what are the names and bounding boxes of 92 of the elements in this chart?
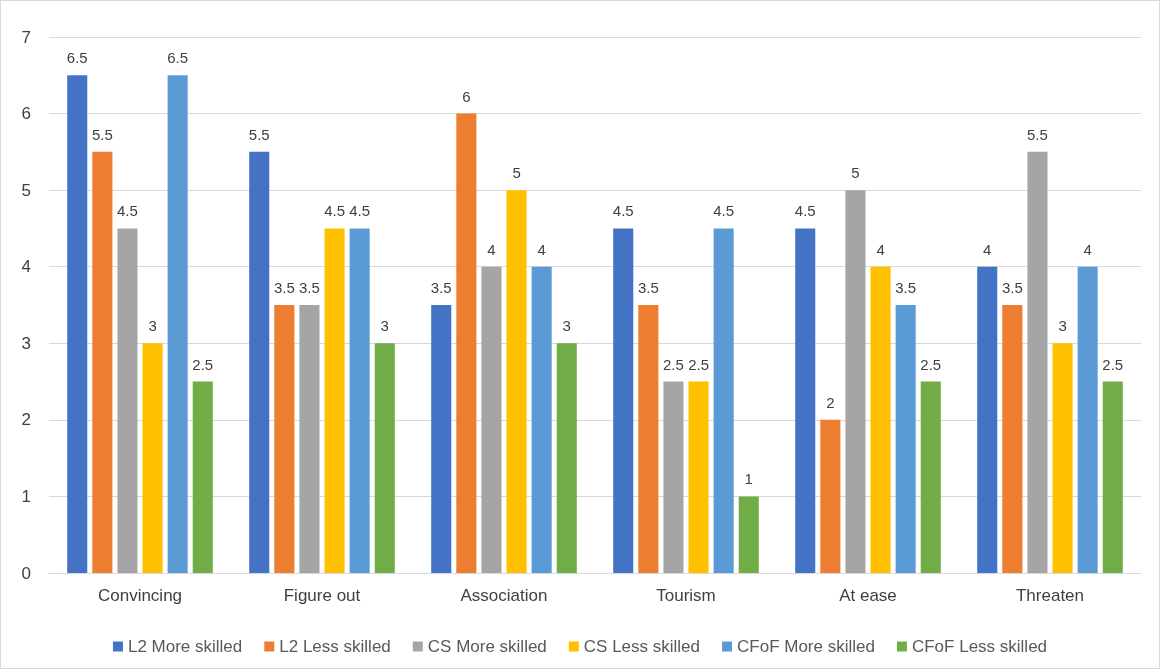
data-label: 2.5 xyxy=(920,355,942,373)
bar xyxy=(688,381,709,573)
bar xyxy=(92,151,113,573)
bar xyxy=(1102,381,1123,573)
bar xyxy=(795,228,816,573)
bar xyxy=(870,266,891,573)
data-label: 6.5 xyxy=(167,49,189,67)
data-label: 4.5 xyxy=(713,202,735,220)
bar xyxy=(324,228,345,573)
data-label: 3 xyxy=(1058,317,1067,335)
bar xyxy=(506,190,527,573)
data-label: 4 xyxy=(983,240,992,258)
data-label: 2.5 xyxy=(1102,355,1124,373)
bar xyxy=(920,381,941,573)
y-tick-label: 1 xyxy=(21,486,31,506)
data-label: 4.5 xyxy=(612,202,634,220)
y-tick-label: 4 xyxy=(21,257,31,277)
bar xyxy=(663,381,684,573)
legend-label: CS Less skilled xyxy=(583,637,701,656)
bar xyxy=(820,419,841,573)
bar xyxy=(613,228,634,573)
data-label: 2.5 xyxy=(192,355,214,373)
y-tick-label: 0 xyxy=(21,563,31,583)
data-label: 6 xyxy=(462,87,471,105)
data-label: 3 xyxy=(562,317,571,335)
bar xyxy=(349,228,370,573)
x-tick-label: At ease xyxy=(839,586,897,605)
y-tick-label: 5 xyxy=(21,180,31,200)
x-tick-label: Figure out xyxy=(283,586,361,605)
bar xyxy=(1052,343,1073,573)
data-label: 4 xyxy=(487,240,496,258)
data-label: 5.5 xyxy=(91,125,113,143)
bar xyxy=(481,266,502,573)
data-label: 2.5 xyxy=(688,355,709,373)
y-tick-label: 7 xyxy=(21,27,31,47)
bar xyxy=(374,343,395,573)
bar xyxy=(142,343,163,573)
y-tick-label: 6 xyxy=(21,104,31,124)
data-label: 4 xyxy=(876,240,885,258)
data-label: 4.5 xyxy=(349,202,371,220)
bar xyxy=(845,190,866,573)
data-label: 3.5 xyxy=(637,279,659,296)
data-label: 3.5 xyxy=(299,279,320,296)
bar xyxy=(977,266,998,573)
bar xyxy=(638,305,659,573)
data-label: 6.5 xyxy=(66,49,88,67)
bar xyxy=(738,496,759,573)
data-label: 5.5 xyxy=(1027,125,1048,143)
data-label: 4.5 xyxy=(117,202,138,220)
data-label: 3 xyxy=(148,317,157,335)
bar xyxy=(67,75,88,573)
legend-label: CFoF Less skilled xyxy=(911,637,1048,656)
x-tick-label: Association xyxy=(460,586,548,605)
data-label: 5 xyxy=(851,164,860,182)
data-label: 3.5 xyxy=(273,279,295,296)
legend-label: CS More skilled xyxy=(427,637,547,656)
bar xyxy=(1027,151,1048,573)
legend-label: CFoF More skilled xyxy=(737,637,875,656)
data-label: 3.5 xyxy=(1001,279,1023,296)
bar xyxy=(713,228,734,573)
x-tick-label: Tourism xyxy=(656,586,716,605)
bar xyxy=(117,228,138,573)
data-label: 3 xyxy=(380,317,389,335)
data-label: 2 xyxy=(826,393,835,411)
bar xyxy=(1002,305,1023,573)
y-tick-label: 2 xyxy=(21,410,31,430)
data-label: 4.5 xyxy=(794,202,816,220)
data-label: 1 xyxy=(744,470,753,488)
bar xyxy=(556,343,577,573)
bar xyxy=(274,305,295,573)
data-label: 3.5 xyxy=(895,279,917,296)
data-label: 2.5 xyxy=(663,355,684,373)
bar xyxy=(895,305,916,573)
data-label: 4 xyxy=(537,240,546,258)
data-label: 5.5 xyxy=(248,125,270,143)
bar xyxy=(167,75,188,573)
x-tick-label: Convincing xyxy=(97,586,183,605)
data-label: 3.5 xyxy=(430,279,452,296)
bar xyxy=(1077,266,1098,573)
y-tick-label: 3 xyxy=(21,333,31,353)
data-label: 4 xyxy=(1083,240,1092,258)
bar xyxy=(299,305,320,573)
bar xyxy=(456,113,477,573)
bar xyxy=(431,305,452,573)
bar xyxy=(192,381,213,573)
data-label: 5 xyxy=(512,164,521,182)
data-label: 4.5 xyxy=(324,202,345,220)
bar xyxy=(531,266,552,573)
legend-label: L2 Less skilled xyxy=(279,637,391,656)
x-tick-label: Threaten xyxy=(1015,586,1085,605)
legend-label: L2 More skilled xyxy=(127,637,243,656)
bar xyxy=(249,151,270,573)
